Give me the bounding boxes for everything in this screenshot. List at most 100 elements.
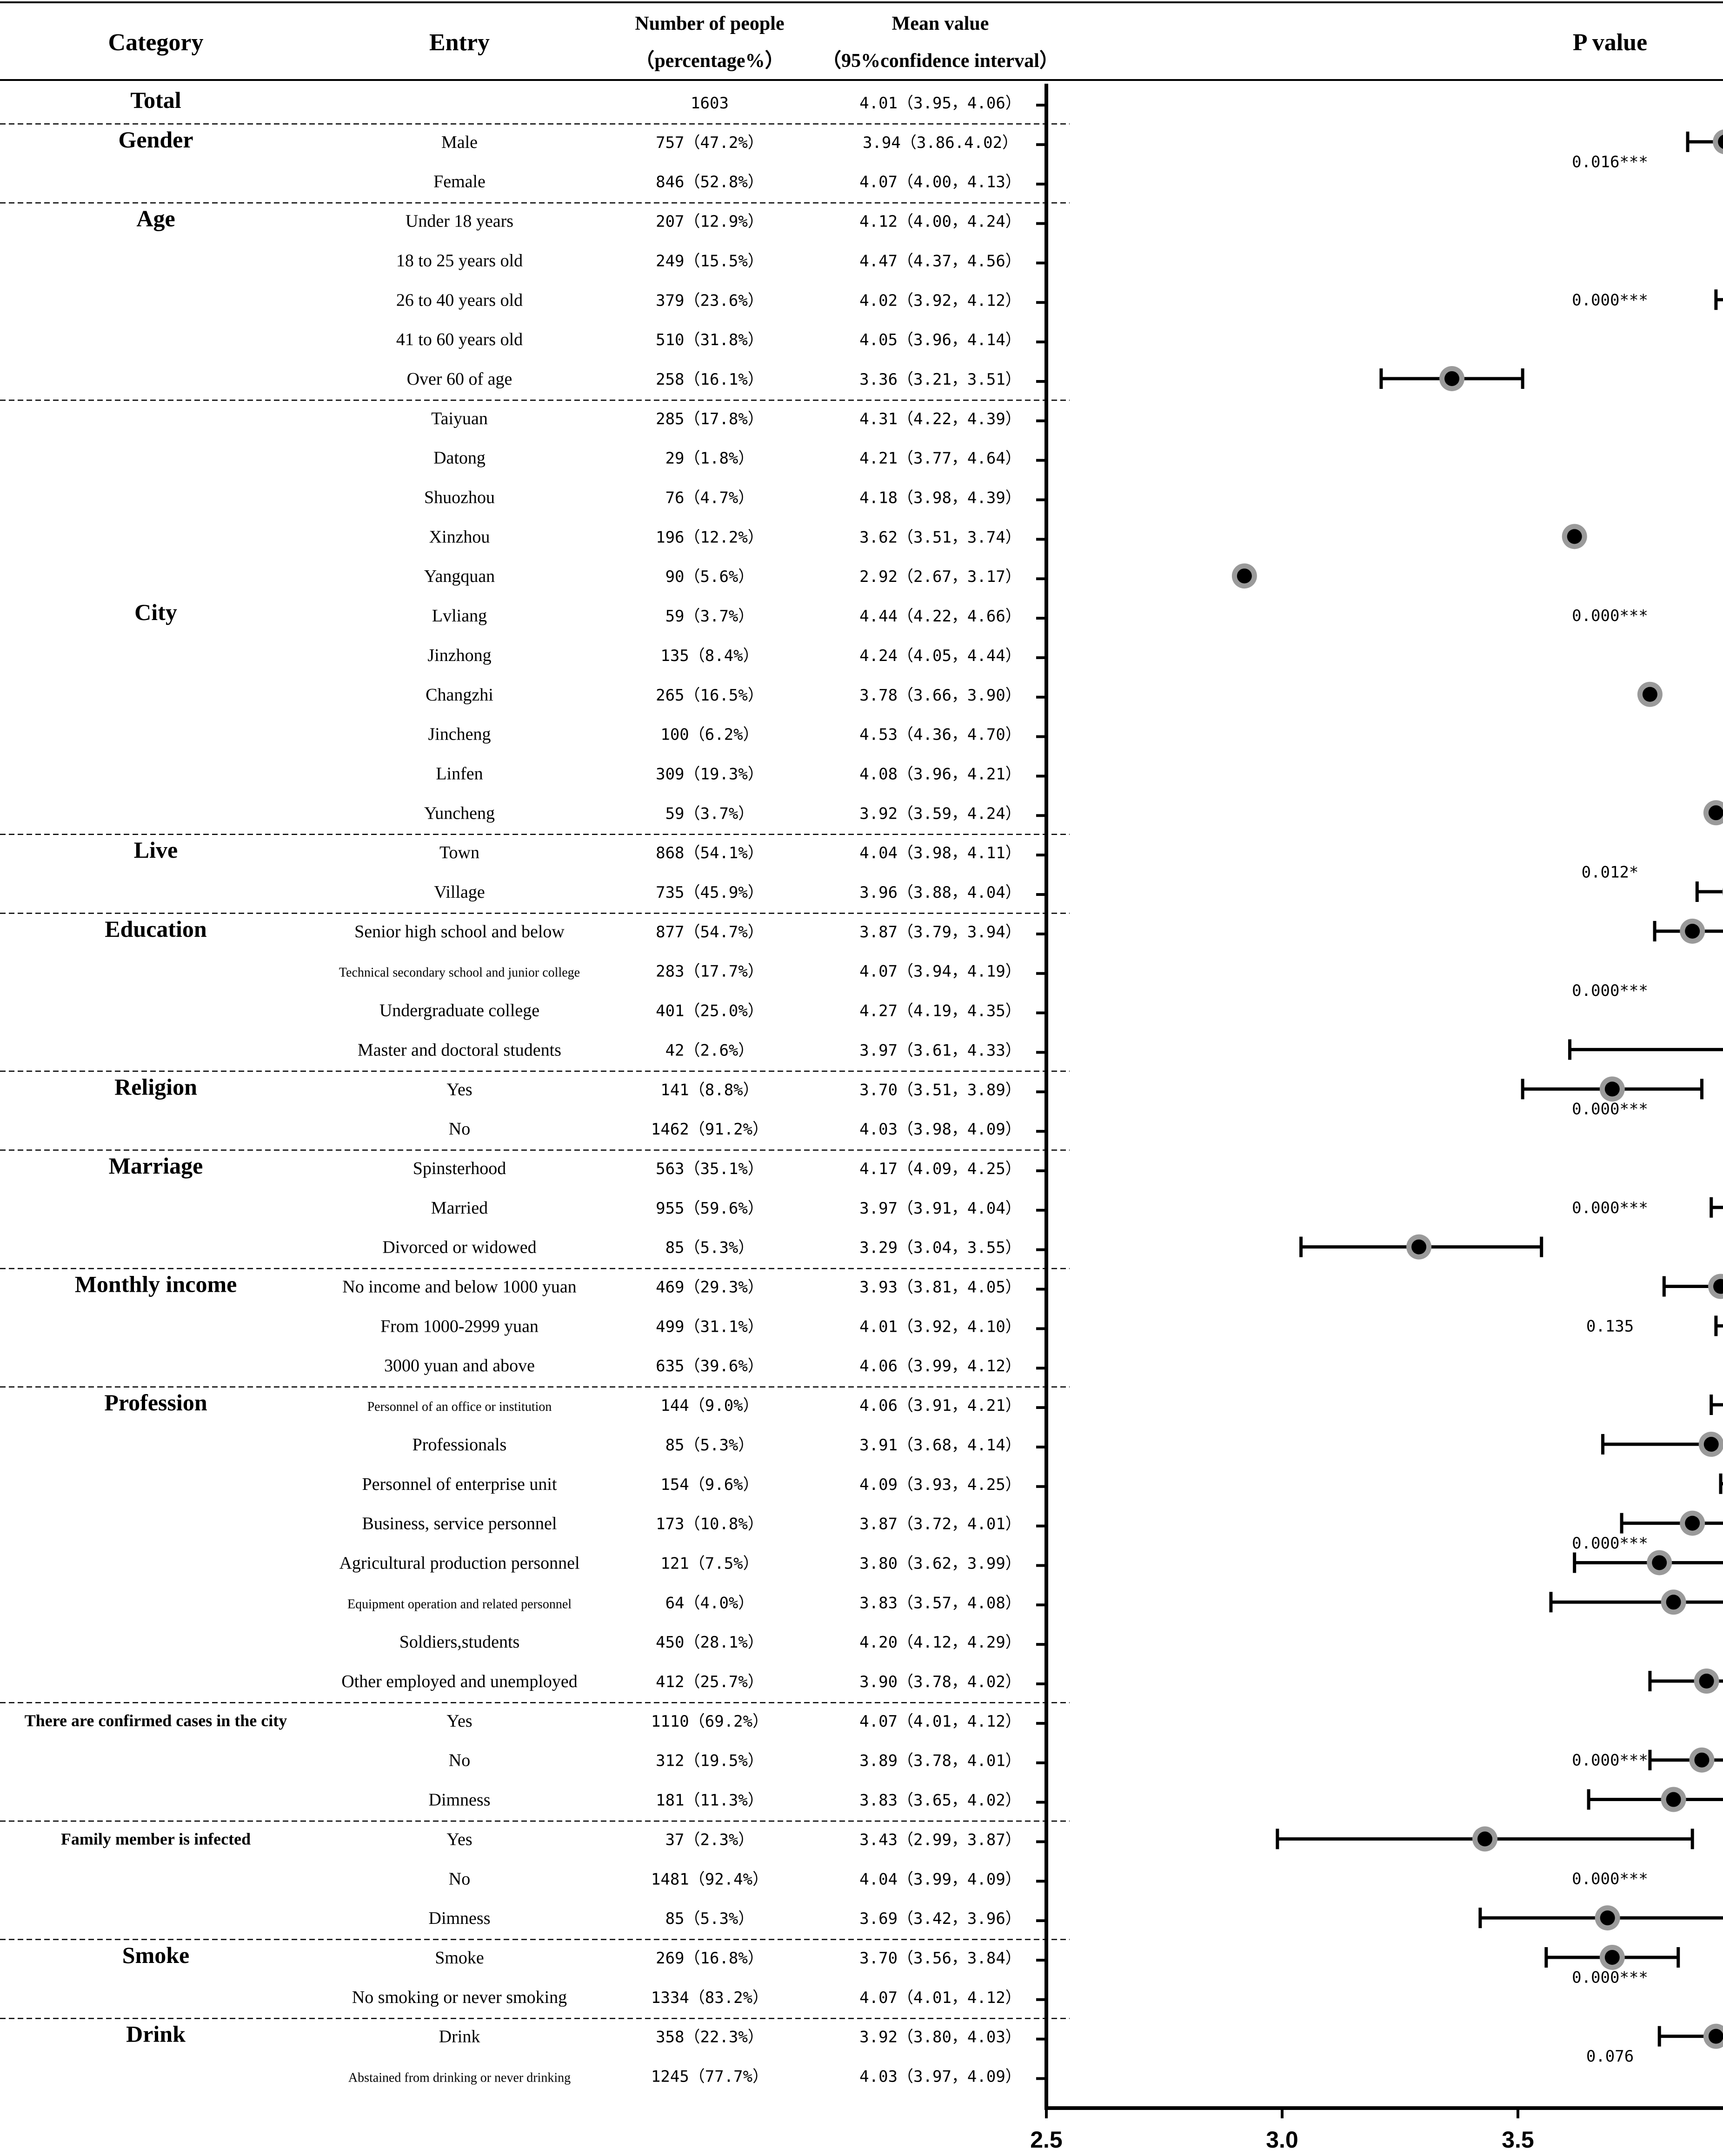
number-of-people: 877（54.7%） xyxy=(656,923,764,941)
mean-ci-value: 4.07（4.00，4.13） xyxy=(859,173,1021,192)
entry-label: No xyxy=(449,1869,470,1889)
entry-label: Village xyxy=(434,882,485,902)
mean-ci-value: 3.83（3.57，4.08） xyxy=(859,1594,1021,1612)
entry-label: Yes xyxy=(446,1080,472,1099)
mean-marker xyxy=(1713,1279,1723,1294)
header-percentage: （percentage%） xyxy=(635,50,784,72)
mean-marker xyxy=(1718,134,1723,149)
mean-ci-value: 4.08（3.96，4.21） xyxy=(859,765,1021,783)
number-of-people: 868（54.1%） xyxy=(656,844,764,862)
entry-label: 18 to 25 years old xyxy=(396,251,523,270)
mean-marker xyxy=(1652,1555,1667,1570)
mean-marker xyxy=(1642,687,1657,702)
entry-label: Technical secondary school and junior co… xyxy=(339,966,580,980)
number-of-people: 563（35.1%） xyxy=(656,1160,764,1178)
mean-marker xyxy=(1708,805,1723,821)
number-of-people: 144（9.0%） xyxy=(660,1396,758,1415)
mean-marker xyxy=(1699,1674,1714,1689)
category-label: Total xyxy=(130,87,181,113)
entry-label: 41 to 60 years old xyxy=(396,330,523,349)
p-value: 0.000*** xyxy=(1572,607,1648,625)
number-of-people: 469（29.3%） xyxy=(656,1278,764,1297)
number-of-people: 85（5.3%） xyxy=(665,1909,754,1928)
entry-label: Master and doctoral students xyxy=(358,1040,561,1060)
entry-label: No xyxy=(449,1751,470,1770)
mean-ci-value: 4.44（4.22，4.66） xyxy=(859,607,1021,626)
mean-ci-value: 3.83（3.65，4.02） xyxy=(859,1791,1021,1810)
category-label: Gender xyxy=(118,127,193,153)
entry-label: Divorced or widowed xyxy=(382,1238,536,1257)
entry-label: Dimness xyxy=(429,1909,491,1928)
number-of-people: 29（1.8%） xyxy=(665,449,754,468)
p-value: 0.076 xyxy=(1586,2047,1634,2066)
entry-label: Abstained from drinking or never drinkin… xyxy=(348,2071,571,2085)
mean-ci-value: 3.89（3.78，4.01） xyxy=(859,1752,1021,1770)
mean-ci-value: 4.47（4.37，4.56） xyxy=(859,252,1021,270)
category-label: Education xyxy=(105,916,207,942)
number-of-people: 358（22.3%） xyxy=(656,2028,764,2047)
number-of-people: 635（39.6%） xyxy=(656,1357,764,1375)
entry-label: Yes xyxy=(446,1711,472,1731)
number-of-people: 1481（92.4%） xyxy=(651,1870,768,1889)
entry-label: No xyxy=(449,1119,470,1139)
mean-ci-value: 3.97（3.91，4.04） xyxy=(859,1199,1021,1218)
mean-ci-value: 4.06（3.91，4.21） xyxy=(859,1396,1021,1415)
entry-label: Jincheng xyxy=(428,725,491,744)
number-of-people: 1462（91.2%） xyxy=(651,1120,768,1139)
number-of-people: 1245（77.7%） xyxy=(651,2068,768,2086)
mean-ci-value: 4.12（4.00，4.24） xyxy=(859,213,1021,231)
number-of-people: 59（3.7%） xyxy=(665,804,754,823)
entry-label: Shuozhou xyxy=(424,488,495,507)
number-of-people: 412（25.7%） xyxy=(656,1673,764,1691)
entry-label: Dimness xyxy=(429,1790,491,1810)
entry-label: 3000 yuan and above xyxy=(384,1356,535,1375)
mean-ci-value: 3.43（2.99，3.87） xyxy=(859,1830,1021,1849)
mean-ci-value: 3.87（3.72，4.01） xyxy=(859,1515,1021,1534)
p-value: 0.016*** xyxy=(1572,153,1648,171)
number-of-people: 42（2.6%） xyxy=(665,1041,754,1060)
category-label: Marriage xyxy=(109,1153,203,1179)
number-of-people: 181（11.3%） xyxy=(656,1791,764,1810)
number-of-people: 173（10.8%） xyxy=(656,1515,764,1534)
header-entry: Entry xyxy=(429,29,490,56)
p-value: 0.012* xyxy=(1582,863,1639,882)
mean-ci-value: 3.91（3.68，4.14） xyxy=(859,1436,1021,1455)
p-value: 0.000*** xyxy=(1572,1534,1648,1553)
x-tick-label: 2.5 xyxy=(1030,2127,1063,2153)
category-label: There are confirmed cases in the city xyxy=(25,1711,287,1730)
mean-ci-value: 4.04（3.98，4.11） xyxy=(859,844,1021,862)
mean-ci-value: 4.01（3.95，4.06） xyxy=(859,94,1021,113)
entry-label: Over 60 of age xyxy=(407,369,512,389)
number-of-people: 90（5.6%） xyxy=(665,567,754,586)
number-of-people: 401（25.0%） xyxy=(656,1002,764,1021)
mean-marker xyxy=(1685,923,1700,939)
mean-marker xyxy=(1703,1436,1719,1452)
entry-label: Jinzhong xyxy=(427,646,491,665)
entry-label: Professionals xyxy=(412,1435,507,1455)
number-of-people: 379（23.6%） xyxy=(656,291,764,310)
mean-ci-value: 4.53（4.36，4.70） xyxy=(859,726,1021,744)
mean-ci-value: 4.01（3.92，4.10） xyxy=(859,1317,1021,1336)
p-value: 0.000*** xyxy=(1572,1100,1648,1119)
category-label: Live xyxy=(134,837,178,863)
mean-marker xyxy=(1666,1792,1681,1807)
x-tick-label: 3.5 xyxy=(1502,2127,1534,2153)
mean-marker xyxy=(1685,1515,1700,1531)
number-of-people: 1334（83.2%） xyxy=(651,1989,768,2007)
number-of-people: 955（59.6%） xyxy=(656,1199,764,1218)
mean-marker-ring xyxy=(1713,129,1723,154)
mean-ci-value: 3.96（3.88，4.04） xyxy=(859,883,1021,902)
entry-label: Spinsterhood xyxy=(413,1159,506,1178)
category-label: Monthly income xyxy=(75,1271,237,1297)
entry-label: Yuncheng xyxy=(424,803,495,823)
mean-ci-value: 3.70（3.51，3.89） xyxy=(859,1081,1021,1099)
entry-label: Taiyuan xyxy=(431,409,488,428)
mean-ci-value: 4.31（4.22，4.39） xyxy=(859,410,1021,428)
mean-marker xyxy=(1600,1910,1615,1926)
mean-ci-value: 3.97（3.61，4.33） xyxy=(859,1041,1021,1060)
number-of-people: 64（4.0%） xyxy=(665,1594,754,1612)
entry-label: Soldiers,students xyxy=(399,1632,520,1652)
entry-label: Business, service personnel xyxy=(362,1514,557,1534)
number-of-people: 85（5.3%） xyxy=(665,1239,754,1257)
